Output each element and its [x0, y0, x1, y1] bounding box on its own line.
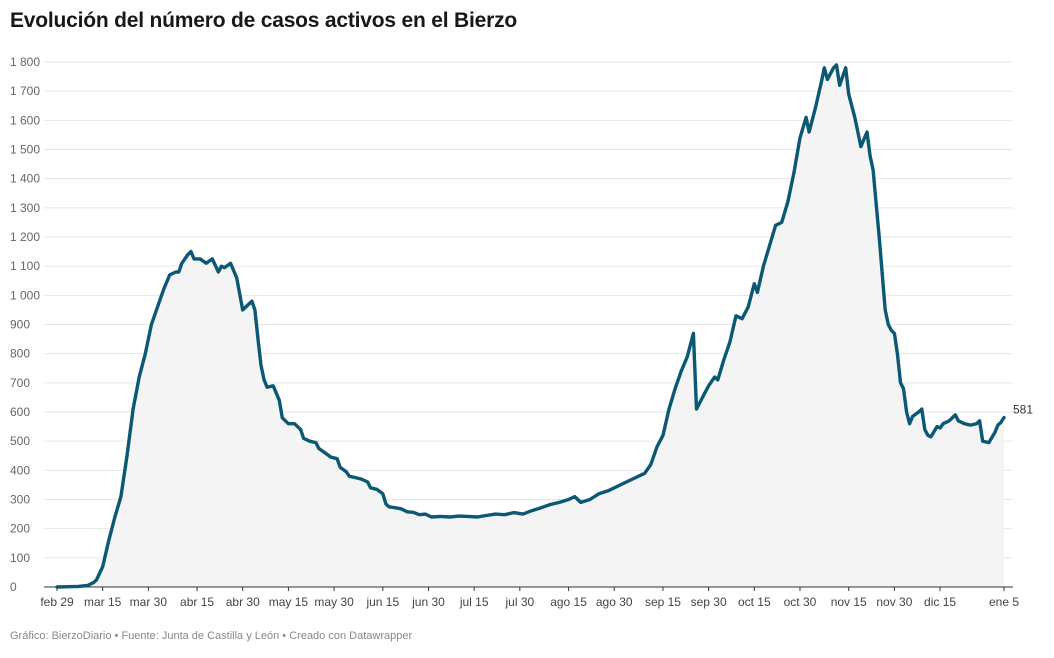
chart-title: Evolución del número de casos activos en…: [10, 9, 517, 32]
footer-tool: Creado con Datawrapper: [289, 630, 413, 642]
y-tick-label: 1 300: [10, 201, 40, 215]
x-tick-label: ago 15: [550, 595, 587, 609]
y-tick-label: 1 000: [10, 288, 40, 302]
x-tick-label: abr 30: [226, 595, 260, 609]
area-fill: [57, 64, 1004, 587]
y-tick-label: 1 700: [10, 84, 40, 98]
x-tick-label: sep 30: [691, 595, 727, 609]
x-tick-label: may 15: [269, 595, 309, 609]
y-tick-label: 1 800: [10, 55, 40, 69]
x-tick-label: mar 30: [130, 595, 168, 609]
x-tick-label: nov 15: [831, 595, 867, 609]
y-tick-label: 1 500: [10, 143, 40, 157]
x-tick-label: jul 15: [459, 595, 489, 609]
footer-source: Fuente: Junta de Castilla y León: [121, 630, 280, 642]
x-tick-label: jul 30: [504, 595, 534, 609]
x-tick-label: oct 30: [784, 595, 817, 609]
y-tick-label: 1 600: [10, 113, 40, 127]
x-tick-label: oct 15: [738, 595, 771, 609]
x-tick-label: jun 30: [411, 595, 445, 609]
y-tick-label: 400: [10, 463, 30, 477]
x-tick-label: nov 30: [876, 595, 912, 609]
end-value-label: 581: [1013, 403, 1033, 417]
x-tick-label: sep 15: [645, 595, 681, 609]
y-tick-label: 100: [10, 551, 30, 565]
x-tick-label: dic 15: [924, 595, 956, 609]
y-tick-label: 0: [10, 580, 17, 594]
y-tick-label: 600: [10, 405, 30, 419]
y-tick-label: 700: [10, 376, 30, 390]
y-tick-label: 900: [10, 318, 30, 332]
y-tick-label: 800: [10, 347, 30, 361]
footer-credit: Gráfico: BierzoDiario: [10, 630, 112, 642]
series-line: [55, 63, 1006, 589]
y-tick-label: 200: [10, 522, 30, 536]
footer-separator: •: [114, 630, 119, 642]
x-tick-label: abr 15: [180, 595, 214, 609]
y-tick-label: 1 100: [10, 259, 40, 273]
x-tick-label: mar 15: [84, 595, 122, 609]
y-tick-label: 1 400: [10, 172, 40, 186]
y-tick-label: 1 200: [10, 230, 40, 244]
footer-separator: •: [282, 630, 287, 642]
x-tick-label: ago 30: [596, 595, 633, 609]
x-tick-label: may 30: [314, 595, 354, 609]
x-tick-label: feb 29: [40, 595, 74, 609]
x-tick-label: jun 15: [365, 595, 399, 609]
y-tick-label: 500: [10, 434, 30, 448]
x-tick-label: ene 5: [989, 595, 1019, 609]
chart-footer: Gráfico: BierzoDiario • Fuente: Junta de…: [10, 630, 412, 642]
y-tick-label: 300: [10, 493, 30, 507]
